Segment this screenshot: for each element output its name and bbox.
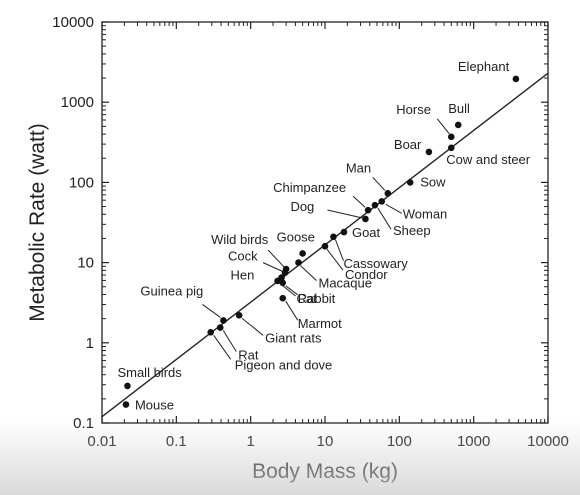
point-goose <box>299 250 306 257</box>
y-tick-label: 1000 <box>61 94 94 111</box>
label-rabbit: Rabbit <box>298 291 336 306</box>
point-sheep <box>371 201 379 209</box>
point-boar <box>425 148 433 156</box>
y-tick-label: 10000 <box>52 14 94 31</box>
leader-wild-birds <box>267 249 285 268</box>
point-cock <box>281 269 289 276</box>
point-elephant <box>512 75 520 83</box>
label-sheep: Sheep <box>393 223 431 238</box>
data-points <box>122 75 520 408</box>
leader-giant-rats <box>241 317 264 336</box>
x-tick-label: 0.1 <box>166 433 187 450</box>
point-cow-and-steer <box>447 144 455 152</box>
leader-guinea-pig <box>202 304 221 318</box>
x-tick-label: 1000 <box>457 433 490 450</box>
label-horse: Horse <box>396 102 431 117</box>
point-small-birds <box>124 382 131 390</box>
label-cat: Cat <box>297 291 318 306</box>
leader-cock <box>262 262 284 273</box>
label-guinea-pig: Guinea pig <box>140 283 203 298</box>
label-hen: Hen <box>231 268 255 283</box>
x-tick-label: 100 <box>387 433 412 450</box>
point-giant-rats <box>235 312 243 319</box>
leader-chimpanzee <box>352 195 366 208</box>
point-rabbit <box>279 279 287 287</box>
label-condor: Condor <box>345 267 388 282</box>
label-woman: Woman <box>403 206 448 221</box>
y-tick-label: 100 <box>69 174 94 191</box>
point-sow <box>406 179 414 186</box>
y-tick-label: 0.1 <box>73 415 94 432</box>
leader-rat <box>222 330 237 352</box>
leader-lines <box>202 118 450 360</box>
point-man <box>384 190 392 197</box>
y-tick-label: 10 <box>77 255 94 272</box>
leader-rabbit <box>285 285 299 296</box>
y-axis-title: Metabolic Rate (watt) <box>26 123 49 321</box>
x-tick-label: 0.01 <box>87 433 116 450</box>
point-pigeon-and-dove <box>207 329 215 336</box>
leader-macaque <box>300 265 317 281</box>
label-cassowary: Cassowary <box>343 256 408 271</box>
point-dog <box>362 215 369 223</box>
point-horse <box>447 133 455 141</box>
label-boar: Boar <box>394 137 422 152</box>
point-bull <box>454 121 462 129</box>
leader-cassowary <box>335 239 344 261</box>
label-wild-birds: Wild birds <box>211 232 269 247</box>
point-cassowary <box>330 233 337 241</box>
point-rat <box>216 324 224 331</box>
label-macaque: Macaque <box>318 276 371 291</box>
leader-woman <box>385 203 402 214</box>
label-small-birds: Small birds <box>117 365 182 380</box>
leader-dog <box>327 209 363 219</box>
leader-man <box>372 177 386 191</box>
label-cow-and-steer: Cow and steer <box>446 152 530 167</box>
label-sow: Sow <box>420 174 446 189</box>
label-mouse: Mouse <box>135 398 174 413</box>
label-elephant: Elephant <box>458 59 510 74</box>
label-giant-rats: Giant rats <box>265 330 322 345</box>
point-condor <box>321 242 329 250</box>
leader-condor <box>326 248 344 271</box>
x-tick-label: 10000 <box>527 433 569 450</box>
x-tick-label: 1 <box>246 433 254 450</box>
label-goose: Goose <box>277 229 315 244</box>
leader-pigeon-and-dove <box>213 335 232 360</box>
x-tick-label: 10 <box>317 433 334 450</box>
leader-marmot <box>285 300 299 321</box>
point-woman <box>378 198 386 205</box>
label-dog: Dog <box>290 199 314 214</box>
label-marmot: Marmot <box>298 316 342 331</box>
point-goat <box>340 228 348 236</box>
point-cat <box>274 277 281 285</box>
x-axis-title: Body Mass (kg) <box>252 460 398 483</box>
label-man: Man <box>346 160 371 175</box>
label-rat: Rat <box>238 348 259 363</box>
label-bull: Bull <box>448 101 470 116</box>
leader-horse <box>436 118 450 135</box>
leader-sheep <box>377 207 392 230</box>
point-marmot <box>279 294 287 302</box>
label-cock: Cock <box>228 249 258 264</box>
label-pigeon-and-dove: Pigeon and dove <box>235 357 333 372</box>
y-tick-label: 1 <box>86 335 94 352</box>
label-chimpanzee: Chimpanzee <box>273 180 346 195</box>
label-goat: Goat <box>352 225 381 240</box>
point-guinea-pig <box>220 317 227 324</box>
point-macaque <box>295 259 302 266</box>
point-mouse <box>122 401 130 408</box>
point-chimpanzee <box>364 206 372 214</box>
